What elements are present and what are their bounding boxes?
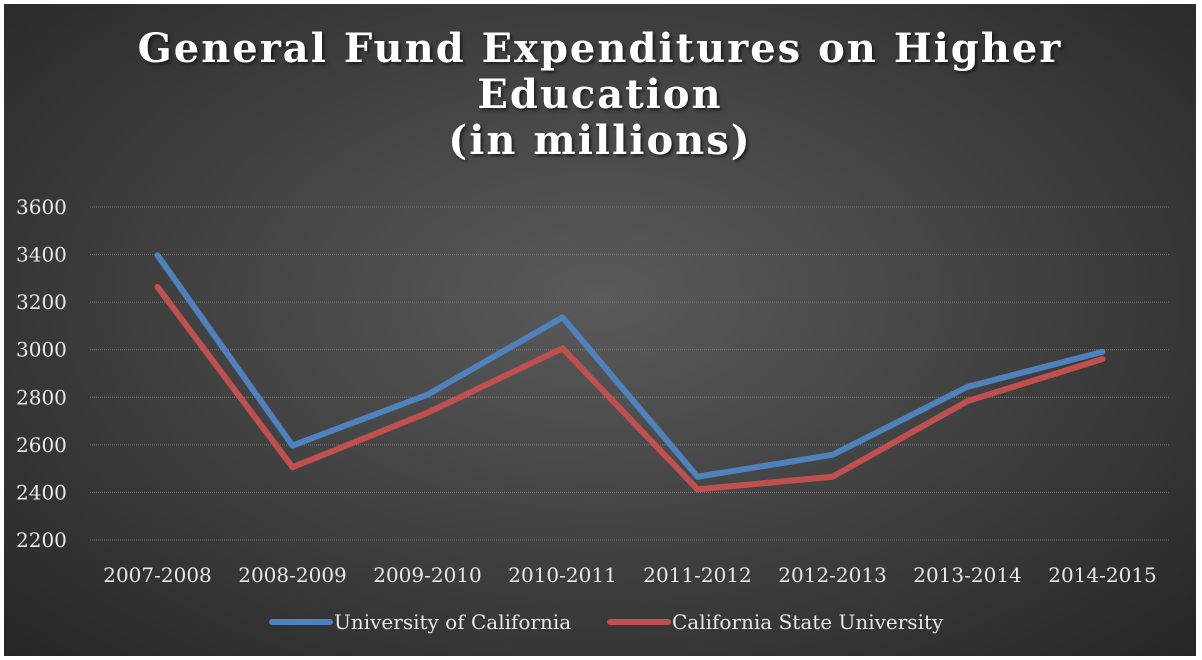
x-tick-label: 2009-2010 — [373, 563, 482, 587]
x-tick-label: 2013-2014 — [913, 563, 1022, 587]
data-point — [1102, 351, 1103, 353]
chart-title-line-2: Education — [477, 71, 723, 118]
chart-title-line-3: (in millions) — [448, 117, 752, 164]
data-point — [832, 454, 833, 456]
data-point — [157, 254, 158, 256]
y-tick-label: 2400 — [16, 480, 67, 504]
legend-label: University of California — [334, 610, 571, 634]
chart-title-line-1: General Fund Expenditures on Higher — [137, 25, 1063, 72]
x-tick-label: 2012-2013 — [778, 563, 887, 587]
x-tick-label: 2007-2008 — [103, 563, 212, 587]
chart-area: General Fund Expenditures on Higher Educ… — [4, 4, 1196, 656]
chart-title: General Fund Expenditures on Higher Educ… — [4, 26, 1196, 164]
y-tick-label: 3600 — [16, 195, 67, 219]
data-point — [562, 347, 563, 349]
data-point — [157, 286, 158, 288]
y-tick-label: 2600 — [16, 433, 67, 457]
data-point — [832, 476, 833, 478]
y-tick-label: 3200 — [16, 290, 67, 314]
legend-label: California State University — [672, 610, 944, 634]
line-chart: 2200 2400 2600 2800 3000 3200 3400 3600 2007-200… — [16, 195, 1170, 634]
data-point — [292, 466, 293, 468]
data-point — [1102, 358, 1103, 360]
data-point — [697, 488, 698, 490]
x-tick-label: 2014-2015 — [1048, 563, 1157, 587]
data-point — [697, 476, 698, 478]
data-point — [967, 386, 968, 388]
y-tick-label: 3400 — [16, 243, 67, 267]
y-tick-label: 2200 — [16, 528, 67, 552]
series-line-university-of-california — [154, 252, 1106, 480]
x-tick-label: 2011-2012 — [643, 563, 752, 587]
data-point — [427, 412, 428, 414]
data-point — [562, 316, 563, 318]
x-tick-label: 2010-2011 — [508, 563, 617, 587]
data-point — [292, 445, 293, 447]
data-point — [967, 400, 968, 402]
data-point — [427, 394, 428, 396]
x-tick-label: 2008-2009 — [238, 563, 347, 587]
y-tick-label: 3000 — [16, 338, 67, 362]
series-line-california-state-university — [154, 283, 1106, 493]
y-tick-label: 2800 — [16, 385, 67, 409]
